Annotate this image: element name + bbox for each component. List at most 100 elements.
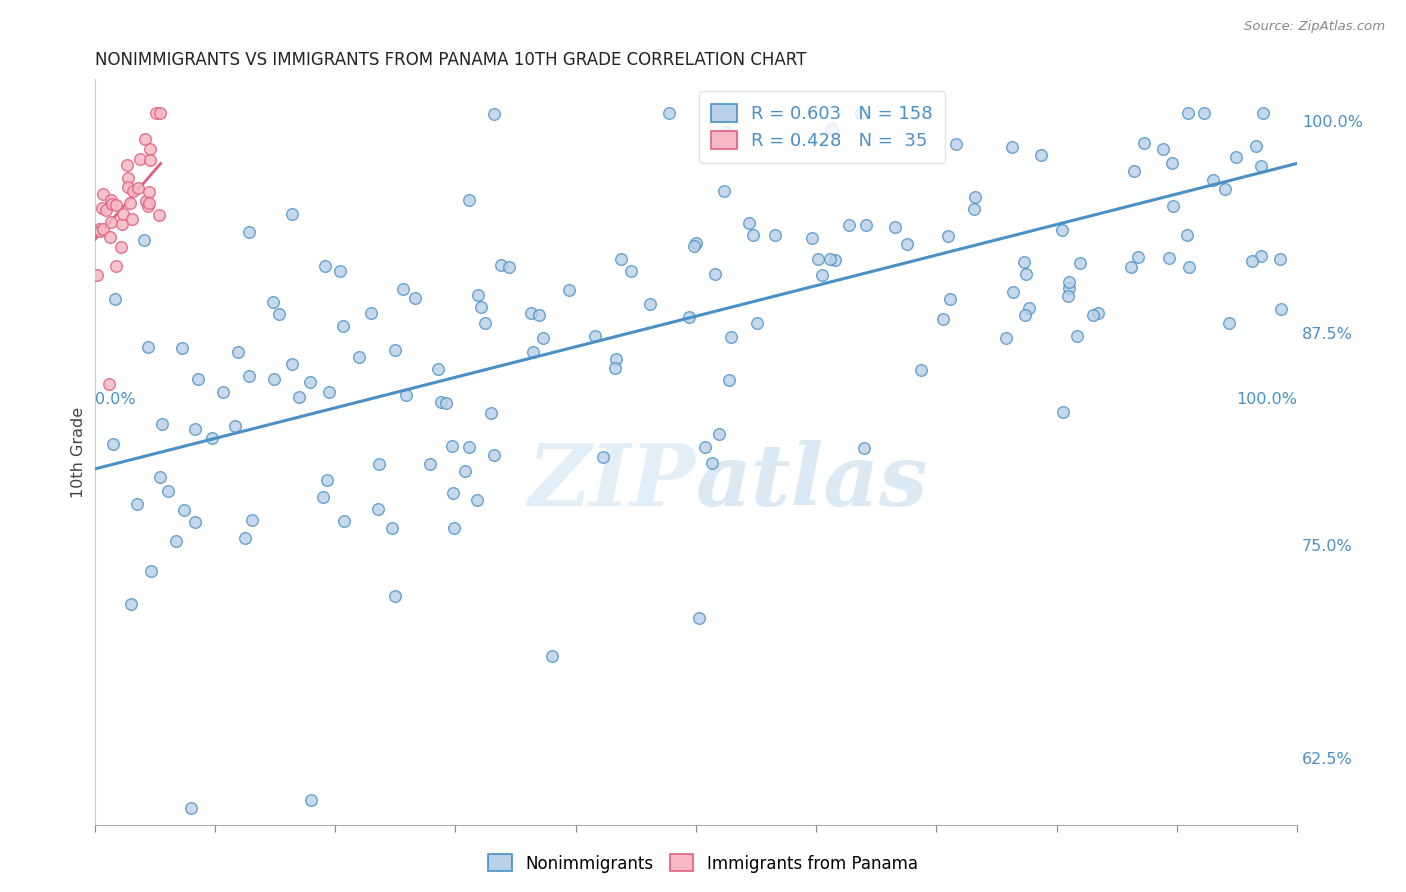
Point [138,199,160,213]
Point [1126,250,1149,264]
Point [87,221,110,235]
Point [482,106,505,120]
Point [896,237,918,252]
Point [86,268,108,282]
Point [807,252,830,267]
Y-axis label: 10th Grade: 10th Grade [72,407,86,498]
Point [91,222,114,236]
Point [945,137,967,152]
Point [122,184,145,198]
Text: Source: ZipAtlas.com: Source: ZipAtlas.com [1244,20,1385,33]
Point [395,388,418,402]
Point [89,224,111,238]
Point [212,385,235,400]
Point [1001,140,1024,154]
Point [458,193,481,207]
Point [936,229,959,244]
Point [741,228,763,243]
Point [1268,252,1291,267]
Legend: R = 0.603   N = 158, R = 0.428   N =  35: R = 0.603 N = 158, R = 0.428 N = 35 [699,91,945,162]
Point [520,306,543,320]
Point [135,194,157,208]
Point [381,520,404,534]
Point [965,190,987,204]
Point [838,218,860,232]
Point [592,450,614,465]
Point [1052,405,1074,419]
Point [1031,148,1053,162]
Point [1159,251,1181,265]
Point [384,343,406,357]
Point [1057,275,1080,289]
Point [156,484,179,499]
Point [368,457,391,471]
Point [430,394,453,409]
Point [720,330,742,344]
Point [262,294,284,309]
Point [138,142,160,156]
Point [713,184,735,198]
Point [104,292,127,306]
Point [238,369,260,384]
Point [128,152,150,166]
Point [1270,301,1292,316]
Point [263,372,285,386]
Point [117,171,139,186]
Point [121,212,143,227]
Point [98,377,121,392]
Point [315,474,337,488]
Point [824,252,846,267]
Point [678,310,700,324]
Point [1152,143,1174,157]
Point [1081,308,1104,322]
Point [404,291,426,305]
Point [427,362,450,376]
Point [329,264,352,278]
Point [1123,164,1146,178]
Point [811,268,834,282]
Point [474,316,496,330]
Legend: Nonimmigrants, Immigrants from Panama: Nonimmigrants, Immigrants from Panama [482,847,924,880]
Point [1121,260,1143,274]
Point [1250,159,1272,173]
Point [90,201,112,215]
Point [1177,105,1199,120]
Point [149,105,172,120]
Point [1192,105,1215,120]
Point [240,513,263,527]
Point [763,228,786,243]
Point [714,124,737,138]
Point [101,197,124,211]
Point [120,196,142,211]
Point [184,422,207,436]
Point [454,464,477,478]
Point [434,396,457,410]
Point [685,235,707,250]
Point [318,385,340,400]
Point [440,440,463,454]
Point [1015,267,1038,281]
Point [1057,281,1080,295]
Point [619,264,641,278]
Point [384,589,406,603]
Point [683,238,706,252]
Point [1244,139,1267,153]
Point [165,533,187,548]
Point [224,418,246,433]
Point [392,282,415,296]
Point [1253,105,1275,120]
Point [849,105,872,120]
Point [1069,256,1091,270]
Point [818,252,841,266]
Point [1056,288,1078,302]
Point [603,361,626,376]
Point [529,308,551,322]
Point [138,196,160,211]
Point [1202,173,1225,187]
Point [100,194,122,208]
Point [1066,328,1088,343]
Text: 100.0%: 100.0% [1236,392,1296,407]
Point [700,456,723,470]
Point [96,202,118,217]
Point [139,153,162,167]
